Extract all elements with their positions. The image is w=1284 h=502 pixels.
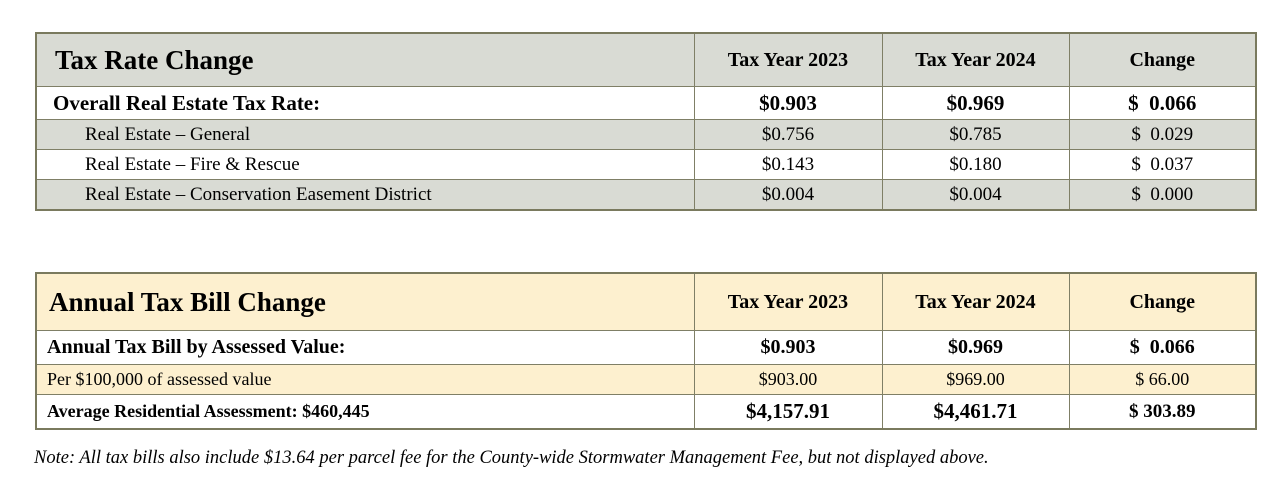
value-2023: $0.756	[693, 119, 883, 150]
column-header-change: Change	[1068, 32, 1257, 87]
row-label: Annual Tax Bill by Assessed Value:	[35, 330, 695, 365]
value-2023: $0.143	[693, 149, 883, 180]
tax-rate-change-table: Tax Rate Change Tax Year 2023 Tax Year 2…	[35, 32, 1257, 211]
value-2024: $0.785	[881, 119, 1070, 150]
value-change-text: $ 66.00	[1135, 369, 1190, 389]
column-header-2024: Tax Year 2024	[881, 32, 1070, 87]
table-row: Average Residential Assessment: $460,445…	[35, 394, 1257, 430]
row-label: Real Estate – General	[35, 119, 695, 150]
value-2024: $0.180	[881, 149, 1070, 180]
table-row: Per $100,000 of assessed value $903.00 $…	[35, 364, 1257, 395]
value-change: $ 66.00	[1068, 364, 1257, 395]
table-row: Annual Tax Bill by Assessed Value: $0.90…	[35, 330, 1257, 365]
value-2023: $0.903	[693, 86, 883, 120]
value-change: $ 0.029	[1068, 119, 1257, 150]
table-header-row: Annual Tax Bill Change Tax Year 2023 Tax…	[35, 272, 1257, 331]
table-row: Real Estate – General $0.756 $0.785 $ 0.…	[35, 119, 1257, 150]
value-change-text: $ 0.000	[1131, 183, 1194, 205]
value-change: $ 0.037	[1068, 149, 1257, 180]
value-change-text: $ 0.029	[1131, 123, 1194, 145]
row-label: Per $100,000 of assessed value	[35, 364, 695, 395]
annual-tax-bill-change-table: Annual Tax Bill Change Tax Year 2023 Tax…	[35, 272, 1257, 430]
column-header-2024: Tax Year 2024	[881, 272, 1070, 331]
value-change-text: $ 0.066	[1128, 90, 1197, 115]
value-change-text: $ 0.066	[1129, 336, 1195, 358]
value-2024: $4,461.71	[881, 394, 1070, 430]
row-label: Real Estate – Conservation Easement Dist…	[35, 179, 695, 211]
row-label: Real Estate – Fire & Rescue	[35, 149, 695, 180]
value-2024: $0.004	[881, 179, 1070, 211]
column-header-2023: Tax Year 2023	[693, 32, 883, 87]
value-2023: $903.00	[693, 364, 883, 395]
value-2023: $0.004	[693, 179, 883, 211]
value-change: $ 0.000	[1068, 179, 1257, 211]
table-row: Overall Real Estate Tax Rate: $0.903 $0.…	[35, 86, 1257, 120]
value-change-text: $ 303.89	[1129, 400, 1196, 422]
table-header-row: Tax Rate Change Tax Year 2023 Tax Year 2…	[35, 32, 1257, 87]
value-change-text: $ 0.037	[1131, 153, 1194, 175]
table-row: Real Estate – Conservation Easement Dist…	[35, 179, 1257, 211]
value-2024: $0.969	[881, 86, 1070, 120]
table-title: Annual Tax Bill Change	[35, 272, 695, 331]
value-2024: $0.969	[881, 330, 1070, 365]
value-change: $ 303.89	[1068, 394, 1257, 430]
column-header-change: Change	[1068, 272, 1257, 331]
value-change: $ 0.066	[1068, 86, 1257, 120]
value-change: $ 0.066	[1068, 330, 1257, 365]
value-2023: $4,157.91	[693, 394, 883, 430]
column-header-2023: Tax Year 2023	[693, 272, 883, 331]
value-2024: $969.00	[881, 364, 1070, 395]
table-row: Real Estate – Fire & Rescue $0.143 $0.18…	[35, 149, 1257, 180]
row-label: Average Residential Assessment: $460,445	[35, 394, 695, 430]
row-label: Overall Real Estate Tax Rate:	[35, 86, 695, 120]
footnote: Note: All tax bills also include $13.64 …	[34, 448, 989, 468]
table-title: Tax Rate Change	[35, 32, 695, 87]
value-2023: $0.903	[693, 330, 883, 365]
